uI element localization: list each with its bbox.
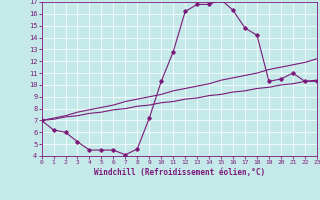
X-axis label: Windchill (Refroidissement éolien,°C): Windchill (Refroidissement éolien,°C)	[94, 168, 265, 177]
